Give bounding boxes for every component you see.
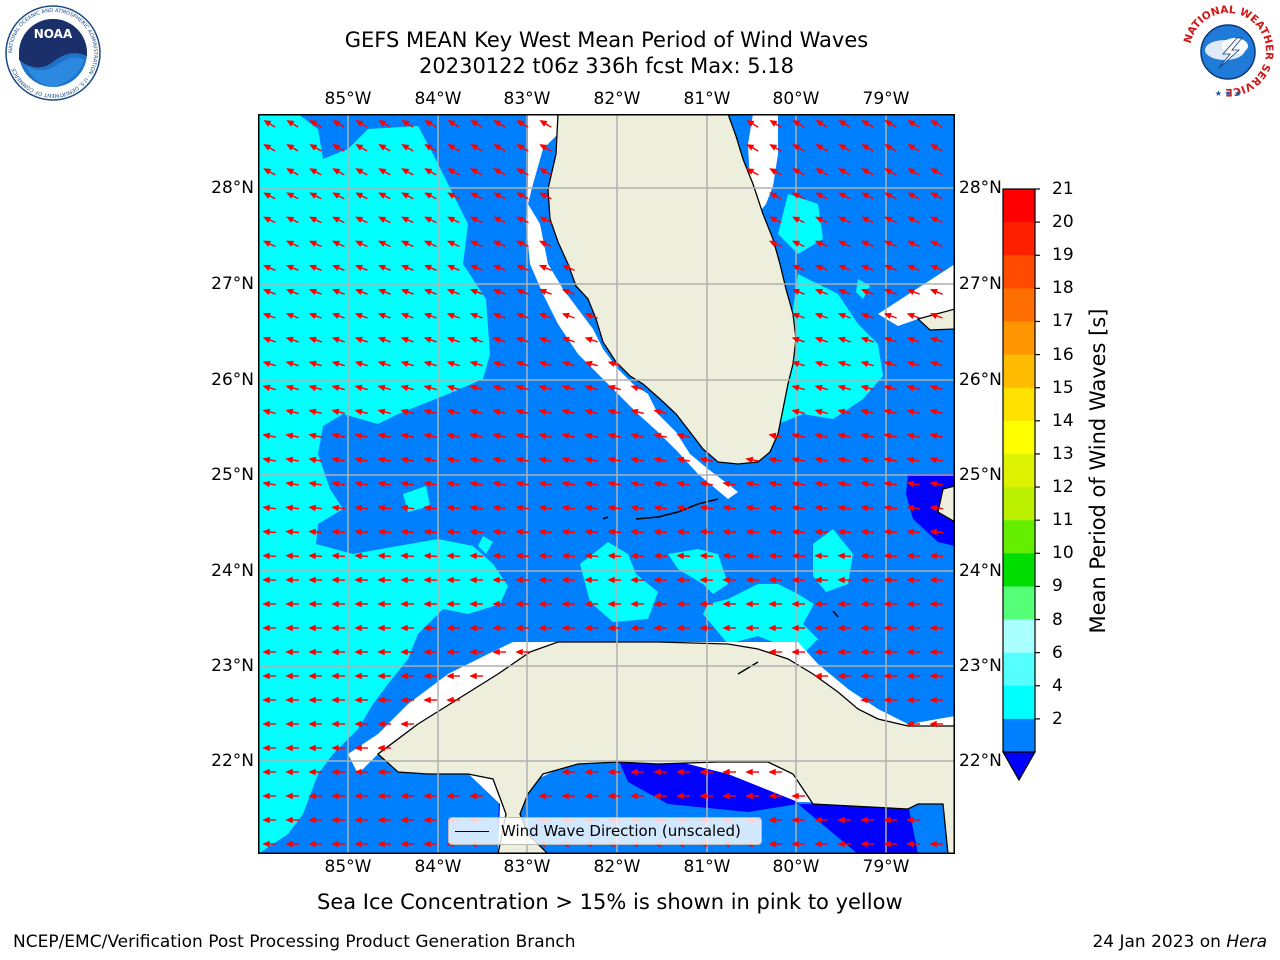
legend-line-swatch	[455, 831, 489, 832]
map-frame	[258, 114, 955, 854]
colorbar-tick-label: 14	[1052, 410, 1074, 431]
lon-tick-top-82w: 82°W	[593, 89, 641, 109]
colorbar-tick-label: 6	[1052, 642, 1063, 663]
chart-title: GEFS MEAN Key West Mean Period of Wind W…	[344, 28, 869, 52]
lat-tick-right-25n: 25°N	[959, 465, 1002, 485]
lon-tick-bottom-79w: 79°W	[862, 857, 910, 877]
colorbar-band	[1003, 255, 1035, 289]
cuba-land	[376, 641, 955, 854]
lat-tick-right-28n: 28°N	[959, 178, 1002, 198]
lon-tick-top-80w: 80°W	[772, 89, 820, 109]
lat-tick-right-22n: 22°N	[959, 751, 1002, 771]
lon-tick-bottom-84w: 84°W	[414, 857, 462, 877]
noaa-logo-text: NOAA	[34, 27, 73, 41]
wind-wave-direction-arrows	[262, 120, 944, 848]
colorbar-band	[1003, 453, 1035, 488]
colorbar-bands	[1003, 189, 1035, 753]
lat-tick-left-28n: 28°N	[211, 178, 254, 198]
colorbar-band	[1003, 321, 1035, 355]
lat-tick-right-23n: 23°N	[959, 656, 1002, 676]
nws-logo-icon: NATIONAL WEATHER SERVICE ★ ★ ★	[1181, 4, 1275, 98]
svg-text:★ ★ ★: ★ ★ ★	[1215, 89, 1242, 98]
florida-keys	[602, 498, 839, 675]
lon-tick-top-84w: 84°W	[414, 89, 462, 109]
colorbar-tick-label: 11	[1052, 510, 1074, 531]
lon-tick-top-85w: 85°W	[324, 89, 372, 109]
colorbar-band	[1003, 553, 1035, 587]
colorbar-frame	[1002, 188, 1036, 753]
colorbar-tick-label: 4	[1052, 675, 1063, 696]
chart-subtitle: 20230122 t06z 336h fcst Max: 5.18	[419, 54, 794, 78]
lat-tick-left-27n: 27°N	[211, 274, 254, 294]
colorbar-band	[1003, 487, 1035, 521]
florida-land	[547, 114, 797, 465]
footer-branch: NCEP/EMC/Verification Post Processing Pr…	[13, 932, 576, 952]
lon-tick-bottom-80w: 80°W	[772, 857, 820, 877]
land-areas	[376, 114, 955, 854]
sea-ice-note: Sea Ice Concentration > 15% is shown in …	[317, 890, 903, 914]
lon-tick-top-83w: 83°W	[503, 89, 551, 109]
colorbar-band	[1003, 420, 1035, 455]
colorbar-tick-label: 8	[1052, 609, 1063, 630]
colorbar-tick-label: 18	[1052, 278, 1074, 299]
colorbar-band	[1003, 288, 1035, 322]
colorbar-tick-label: 13	[1052, 443, 1074, 464]
lon-tick-bottom-81w: 81°W	[683, 857, 731, 877]
colorbar-band	[1003, 652, 1035, 687]
lon-tick-bottom-85w: 85°W	[324, 857, 372, 877]
colorbar	[1001, 188, 1040, 782]
lon-tick-bottom-82w: 82°W	[593, 857, 641, 877]
lat-tick-right-24n: 24°N	[959, 561, 1002, 581]
colorbar-tick-label: 12	[1052, 477, 1074, 498]
colorbar-tick-label: 17	[1052, 311, 1074, 332]
legend-label: Wind Wave Direction (unscaled)	[501, 822, 741, 840]
colorbar-tick-label: 15	[1052, 377, 1074, 398]
lat-tick-left-25n: 25°N	[211, 465, 254, 485]
bahamas-land	[916, 308, 955, 331]
footer-host: Hera	[1226, 932, 1267, 952]
noaa-logo-icon: NOAA NATIONAL OCEANIC AND ATMOSPHERIC AD…	[5, 5, 101, 101]
colorbar-band	[1003, 354, 1035, 389]
colorbar-title: Mean Period of Wind Waves [s]	[1086, 308, 1110, 634]
footer-date-text: 24 Jan 2023 on	[1092, 932, 1227, 952]
footer-date: 24 Jan 2023 on Hera	[1092, 932, 1267, 952]
colorbar-band	[1003, 586, 1035, 620]
colorbar-tick-label: 16	[1052, 344, 1074, 365]
colorbar-band	[1003, 222, 1035, 256]
colorbar-band	[1003, 387, 1035, 422]
colorbar-band	[1003, 520, 1035, 554]
lat-tick-left-26n: 26°N	[211, 370, 254, 390]
andros-land	[937, 485, 955, 523]
colorbar-band	[1003, 619, 1035, 653]
colorbar-band	[1003, 685, 1035, 720]
colorbar-tick-label: 2	[1052, 708, 1063, 729]
lon-tick-top-79w: 79°W	[862, 89, 910, 109]
map-panel	[258, 114, 955, 854]
lon-tick-top-81w: 81°W	[683, 89, 731, 109]
lat-tick-left-24n: 24°N	[211, 561, 254, 581]
colorbar-tick-label: 20	[1052, 212, 1074, 233]
lat-tick-left-23n: 23°N	[211, 656, 254, 676]
graticule	[258, 114, 955, 854]
lat-tick-right-26n: 26°N	[959, 370, 1002, 390]
colorbar-tick-label: 10	[1052, 543, 1074, 564]
map-legend: Wind Wave Direction (unscaled)	[448, 817, 762, 845]
lon-tick-bottom-83w: 83°W	[503, 857, 551, 877]
colorbar-tick-label: 19	[1052, 245, 1074, 266]
colorbar-band	[1003, 189, 1035, 223]
lat-tick-right-27n: 27°N	[959, 274, 1002, 294]
lat-tick-left-22n: 22°N	[211, 751, 254, 771]
colorbar-tick-label: 9	[1052, 576, 1063, 597]
colorbar-band	[1003, 718, 1035, 753]
colorbar-extend-arrow	[1001, 751, 1037, 782]
colorbar-tick-label: 21	[1052, 179, 1074, 199]
